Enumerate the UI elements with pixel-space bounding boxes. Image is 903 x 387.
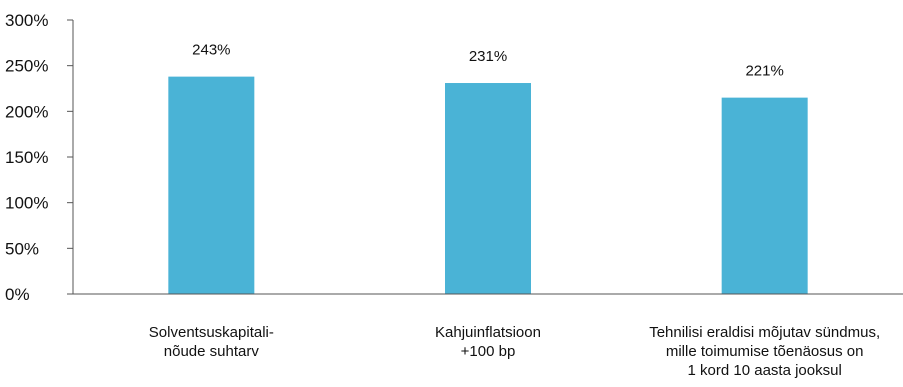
category-label-line: nõude suhtarv: [163, 343, 259, 360]
data-label: 243%: [192, 42, 230, 59]
bars: [168, 76, 808, 295]
category-label-line: Tehnilisi eraldisi mõjutav sündmus,: [649, 324, 881, 341]
data-label: 231%: [469, 48, 507, 65]
category-label-line: Solventsuskapitali-: [148, 324, 274, 341]
bar: [721, 97, 808, 294]
bar: [445, 83, 531, 295]
y-tick-label: 0%: [5, 285, 30, 304]
category-label: Kahjuinflatsioon +100 bp: [328, 323, 648, 361]
category-label: Tehnilisi eraldisi mõjutav sündmus, mille…: [605, 323, 903, 380]
y-tick-label: 250%: [5, 57, 48, 76]
category-label: Solventsuskapitali-nõude suhtarv: [51, 323, 371, 361]
y-axis: 0% 50% 100% 150% 200% 250% 300%: [5, 11, 74, 304]
category-label-line: +100 bp: [460, 343, 516, 360]
category-label-line: Kahjuinflatsioon: [435, 324, 541, 341]
bar: [168, 76, 255, 294]
category-label-line: 1 kord 10 aasta jooksul: [687, 362, 842, 379]
data-label: 221%: [745, 63, 783, 80]
y-tick-label: 50%: [5, 239, 39, 258]
category-label-line: mille toimumise tõenäosus on: [665, 343, 864, 360]
y-tick-label: 300%: [5, 11, 48, 30]
y-tick-label: 150%: [5, 148, 48, 167]
y-tick-label: 200%: [5, 102, 48, 121]
y-tick-label: 100%: [5, 194, 48, 213]
data-labels: 243% 231% 221%: [192, 42, 784, 80]
